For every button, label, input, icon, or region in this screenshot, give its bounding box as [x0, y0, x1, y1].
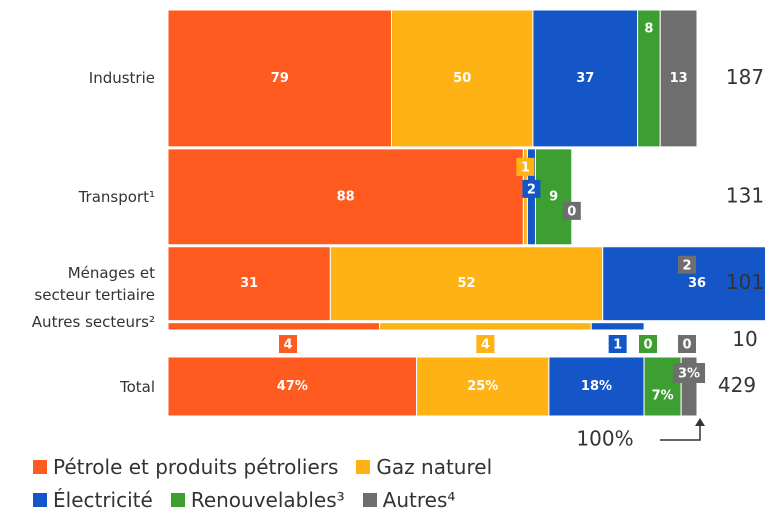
value-badge [562, 201, 581, 220]
value-label: 4 [283, 338, 292, 353]
value-label: 36 [688, 276, 706, 291]
row-total: 187 [726, 65, 764, 89]
value-badge [608, 335, 627, 353]
legend-item: Autres⁴ [362, 488, 456, 512]
value-label: 79 [271, 71, 289, 86]
segment [167, 356, 418, 417]
segment [167, 322, 381, 331]
segment [329, 246, 604, 322]
segment [548, 356, 645, 417]
legend-swatch [362, 493, 377, 507]
segment [534, 148, 573, 246]
legend: Électricité Renouvelables³ Autres⁴ [33, 488, 455, 512]
legend-swatch [33, 493, 47, 507]
value-label: 25% [467, 379, 498, 394]
segment [390, 9, 534, 148]
value-label: 1 [613, 338, 622, 353]
row-label: Ménages et secteur tertiaire [34, 263, 155, 304]
legend-swatch [33, 460, 47, 474]
value-badge [646, 385, 679, 405]
row-label: Transport¹ [78, 187, 155, 206]
legend-item: Gaz naturel [356, 455, 492, 479]
value-label: 4 [481, 338, 490, 353]
value-label: 9 [549, 189, 558, 204]
row-label: Industrie [88, 69, 155, 88]
value-label: 31 [240, 276, 258, 291]
annotation-arrow [660, 424, 701, 441]
legend-label: Gaz naturel [376, 455, 493, 479]
value-badge [678, 255, 696, 274]
value-badge [673, 363, 706, 383]
value-label: 0 [567, 204, 576, 219]
annotation: 100% [576, 427, 633, 451]
value-label: 18% [581, 379, 612, 394]
legend-item: Renouvelables³ [170, 488, 345, 512]
value-label: 3% [678, 367, 700, 382]
segment [167, 246, 331, 322]
value-label: 1 [521, 160, 530, 175]
legend-item: Pétrole et produits pétroliers [33, 455, 338, 479]
row-label: Total [119, 377, 155, 396]
value-badge [678, 335, 696, 353]
value-label: 7% [652, 389, 674, 404]
row-total: 10 [732, 327, 757, 351]
legend: Pétrole et produits pétroliers Gaz nature… [33, 455, 492, 479]
value-badge [639, 335, 657, 353]
segment [532, 9, 639, 148]
legend-swatch [356, 460, 371, 474]
value-badge [279, 335, 297, 353]
value-label: 13 [670, 71, 688, 86]
legend-label: Électricité [53, 488, 153, 512]
legend-swatch [170, 493, 185, 507]
segment [416, 356, 550, 417]
value-label: 0 [682, 338, 691, 353]
value-label: 37 [576, 71, 594, 86]
row-total: 101 [726, 270, 764, 294]
segment [167, 148, 524, 246]
row-total: 131 [726, 183, 764, 207]
row-label: Autres secteurs² [31, 313, 155, 332]
legend-label: Renouvelables³ [190, 488, 345, 512]
value-badge [639, 19, 658, 37]
value-badge [522, 179, 541, 198]
segment [590, 322, 645, 331]
value-badge [516, 157, 535, 176]
value-badge [476, 335, 495, 353]
value-label: 2 [682, 258, 691, 273]
segment [379, 322, 592, 331]
segment [659, 9, 698, 148]
value-label: 0 [643, 338, 652, 353]
value-label: 88 [337, 189, 355, 204]
legend-label: Autres⁴ [382, 488, 456, 512]
row-total: 429 [718, 373, 756, 397]
value-label: 8 [644, 22, 653, 37]
annotation-arrowhead [695, 418, 705, 426]
value-label: 50 [453, 71, 471, 86]
value-label: 2 [527, 182, 536, 197]
legend-label: Pétrole et produits pétroliers [53, 455, 339, 479]
legend-item: Électricité [33, 488, 153, 512]
value-label: 52 [457, 276, 475, 291]
value-label: 47% [277, 379, 308, 394]
segment [167, 9, 392, 148]
